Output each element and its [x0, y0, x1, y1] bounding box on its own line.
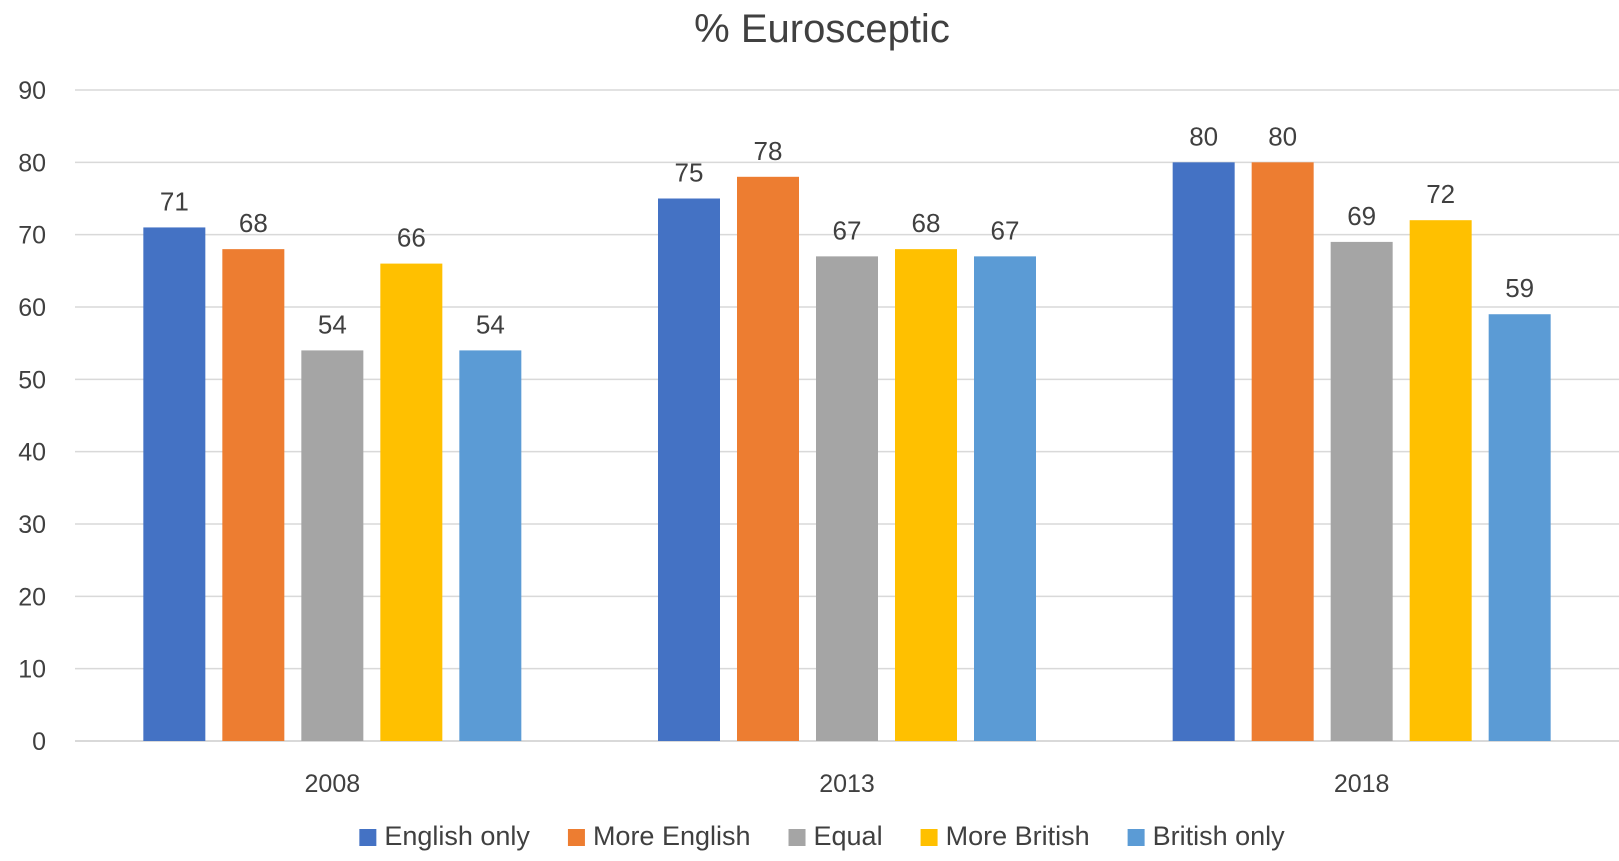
bars [143, 162, 1551, 742]
x-axis: 2008 2013 2018 [305, 770, 1390, 798]
data-label: 71 [160, 186, 189, 216]
y-tick-label: 80 [18, 149, 46, 177]
legend-swatch [920, 829, 938, 846]
legend-label: Equal [814, 821, 883, 851]
y-tick-label: 60 [18, 294, 46, 322]
data-label: 54 [318, 309, 347, 339]
legend-item: English only [359, 821, 530, 851]
data-label: 68 [912, 208, 941, 238]
legend-swatch [567, 829, 585, 846]
legend: English only More English Equal More Britis… [359, 821, 1285, 851]
x-tick-label: 2013 [819, 770, 875, 798]
y-tick-label: 40 [18, 439, 46, 467]
bar [1172, 162, 1235, 742]
data-label: 78 [754, 136, 783, 166]
y-tick-label: 20 [18, 583, 46, 611]
bar [1330, 241, 1393, 741]
bar [816, 256, 878, 741]
y-tick-label: 70 [18, 222, 46, 250]
y-tick-label: 30 [18, 511, 46, 539]
data-label: 80 [1189, 121, 1218, 151]
y-tick-label: 0 [32, 728, 46, 756]
bar [658, 198, 720, 741]
data-label: 75 [675, 158, 704, 188]
legend-swatch [359, 829, 377, 846]
chart-title: % Eurosceptic [694, 7, 950, 51]
legend-item: British only [1127, 821, 1286, 851]
bar [1251, 162, 1314, 742]
legend-item: Equal [788, 821, 883, 851]
bar [895, 249, 957, 741]
data-label: 59 [1505, 273, 1534, 303]
x-tick-label: 2018 [1334, 770, 1390, 798]
bar [974, 256, 1036, 741]
data-label: 66 [397, 223, 426, 253]
y-tick-label: 90 [18, 77, 46, 105]
bar [1409, 220, 1472, 741]
legend-swatch [1127, 829, 1145, 846]
data-label: 72 [1426, 179, 1455, 209]
y-tick-label: 10 [18, 656, 46, 684]
bar [459, 350, 522, 741]
legend-item: More English [567, 821, 751, 851]
data-label: 67 [833, 215, 862, 245]
y-tick-label: 50 [18, 366, 46, 394]
data-label: 67 [991, 215, 1020, 245]
data-label: 68 [239, 208, 268, 238]
data-label: 80 [1268, 121, 1297, 151]
x-tick-label: 2008 [305, 770, 361, 798]
legend-label: More British [946, 821, 1090, 851]
bar [1488, 314, 1551, 741]
legend-label: British only [1153, 821, 1286, 851]
bar [380, 263, 443, 741]
data-label: 69 [1347, 201, 1376, 231]
legend-item: More British [920, 821, 1090, 851]
data-labels: 71 68 54 66 54 75 78 67 68 67 80 80 69 72 59 [160, 121, 1534, 339]
bar [737, 176, 799, 742]
bar [143, 227, 206, 741]
y-axis: 0 10 20 30 40 50 60 70 80 90 [18, 77, 46, 756]
bar [222, 249, 285, 741]
data-label: 54 [476, 309, 505, 339]
bar [301, 350, 364, 741]
legend-label: More English [593, 821, 751, 851]
legend-swatch [788, 829, 806, 846]
legend-label: English only [384, 821, 530, 851]
